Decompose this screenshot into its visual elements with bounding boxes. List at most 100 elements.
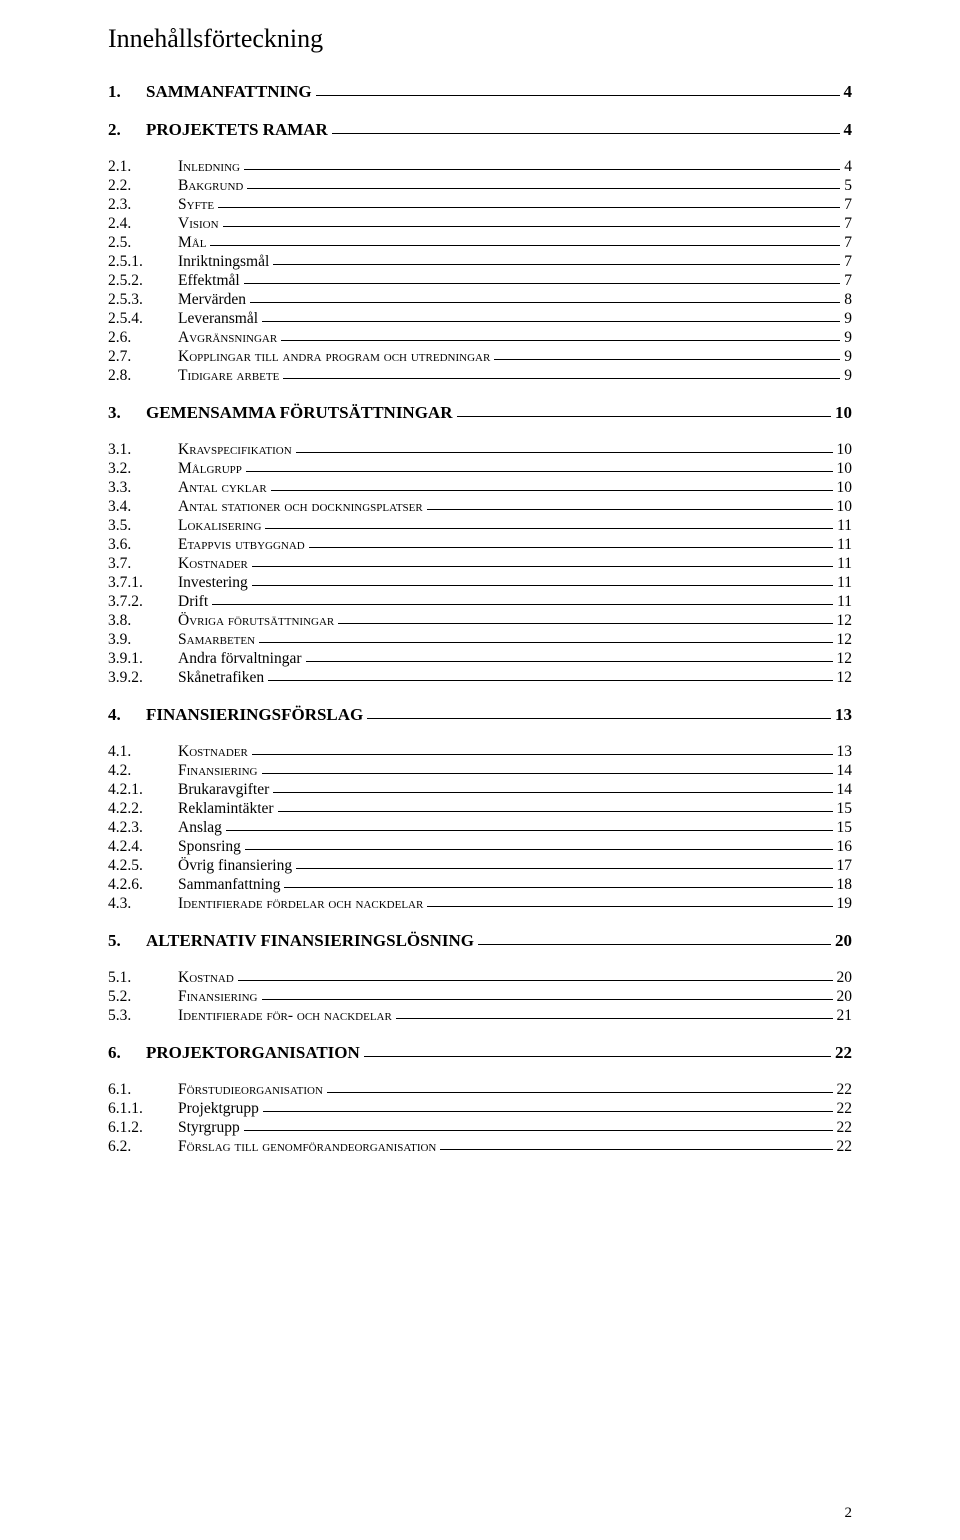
toc-page: 20	[837, 988, 853, 1006]
toc-leader	[327, 1092, 833, 1093]
toc-page: 12	[837, 669, 853, 687]
toc-page: 9	[844, 310, 852, 328]
toc-number: 2.5.3.	[108, 291, 178, 309]
toc-entry: 2.2.Bakgrund5	[108, 177, 852, 195]
toc-label: Sponsring	[178, 838, 241, 856]
toc-leader	[265, 528, 833, 529]
toc-entry: 4.2.4.Sponsring 16	[108, 838, 852, 856]
toc-leader	[268, 680, 832, 681]
toc-page: 22	[837, 1119, 853, 1137]
toc-leader	[250, 302, 840, 303]
toc-number: 3.8.	[108, 612, 178, 630]
toc-page: 13	[837, 743, 853, 761]
toc-page: 20	[835, 931, 852, 951]
toc-leader	[273, 792, 832, 793]
toc-leader	[218, 207, 840, 208]
toc-entry: 4.2.1.Brukaravgifter14	[108, 781, 852, 799]
toc-page: 9	[844, 329, 852, 347]
toc-page: 14	[837, 762, 853, 780]
toc-entry: 4.2.6.Sammanfattning 18	[108, 876, 852, 894]
toc-page: 21	[837, 1007, 853, 1025]
toc-label: Målgrupp	[178, 460, 242, 478]
toc-page: 11	[837, 574, 852, 592]
toc-entry: 2.5.3.Mervärden8	[108, 291, 852, 309]
toc-number: 4.2.1.	[108, 781, 178, 799]
toc-number: 4.2.4.	[108, 838, 178, 856]
toc-page: 16	[837, 838, 853, 856]
toc-label: Förslag till genomförandeorganisation	[178, 1138, 436, 1156]
toc-page: 22	[837, 1081, 853, 1099]
toc-number: 3.7.2.	[108, 593, 178, 611]
toc-leader	[283, 378, 840, 379]
toc-leader	[244, 283, 841, 284]
toc-number: 4.3.	[108, 895, 178, 913]
toc-number: 6.1.1.	[108, 1100, 178, 1118]
toc-label: FINANSIERINGSFÖRSLAG	[146, 705, 363, 725]
toc-label: Projektgrupp	[178, 1100, 259, 1118]
toc-entry: 2.8.Tidigare arbete9	[108, 367, 852, 385]
toc-label: Bakgrund	[178, 177, 243, 195]
toc-leader	[244, 169, 840, 170]
toc-label: Drift	[178, 593, 208, 611]
toc-number: 4.2.5.	[108, 857, 178, 875]
toc-leader	[309, 547, 833, 548]
toc-label: Finansiering	[178, 762, 258, 780]
toc-number: 2.7.	[108, 348, 178, 366]
toc-number: 3.7.	[108, 555, 178, 573]
toc-number: 3.9.	[108, 631, 178, 649]
toc-leader	[296, 452, 833, 453]
toc-entry: 3.1.Kravspecifikation10	[108, 441, 852, 459]
toc-leader	[338, 623, 832, 624]
toc-label: ALTERNATIV FINANSIERINGSLÖSNING	[146, 931, 474, 951]
toc-leader	[262, 999, 833, 1000]
toc-entry: 4.2.Finansiering14	[108, 762, 852, 780]
toc-label: Sammanfattning	[178, 876, 280, 894]
toc-page: 7	[844, 196, 852, 214]
toc-leader	[284, 887, 832, 888]
toc-number: 5.1.	[108, 969, 178, 987]
toc-number: 4.2.6.	[108, 876, 178, 894]
toc-entry: 3.9.2.Skånetrafiken12	[108, 669, 852, 687]
toc-page: 10	[835, 403, 852, 423]
toc-leader	[494, 359, 840, 360]
toc-entry: 6.2.Förslag till genomförandeorganisatio…	[108, 1138, 852, 1156]
toc-label: Förstudieorganisation	[178, 1081, 323, 1099]
toc-entry: 3.9.1.Andra förvaltningar12	[108, 650, 852, 668]
toc-label: Identifierade för- och nackdelar	[178, 1007, 392, 1025]
toc-leader	[281, 340, 840, 341]
toc-page: 11	[837, 555, 852, 573]
toc-page: 18	[837, 876, 853, 894]
toc-entry: 5.3.Identifierade för- och nackdelar21	[108, 1007, 852, 1025]
toc-number: 3.9.1.	[108, 650, 178, 668]
toc-label: Övriga förutsättningar	[178, 612, 334, 630]
toc-number: 2.5.1.	[108, 253, 178, 271]
toc-leader	[316, 95, 840, 96]
toc-entry: 3.GEMENSAMMA FÖRUTSÄTTNINGAR 10	[108, 403, 852, 423]
toc-page: 7	[844, 272, 852, 290]
toc-entry: 6.1.1.Projektgrupp22	[108, 1100, 852, 1118]
toc-page: 4	[844, 158, 852, 176]
toc-leader	[263, 1111, 833, 1112]
toc-entry: 3.3.Antal cyklar10	[108, 479, 852, 497]
toc-leader	[306, 661, 833, 662]
toc-page: 17	[837, 857, 853, 875]
toc-number: 3.	[108, 403, 146, 423]
toc-page: 15	[837, 800, 853, 818]
toc-page: 10	[837, 498, 853, 516]
page-number: 2	[845, 1505, 853, 1522]
toc-page: 7	[844, 215, 852, 233]
toc-page: 14	[837, 781, 853, 799]
toc-number: 6.1.2.	[108, 1119, 178, 1137]
toc-leader	[262, 773, 833, 774]
toc-entry: 3.4.Antal stationer och dockningsplatser…	[108, 498, 852, 516]
toc-label: Inledning	[178, 158, 240, 176]
toc-entry: 6.1.Förstudieorganisation22	[108, 1081, 852, 1099]
toc-number: 3.2.	[108, 460, 178, 478]
toc-label: GEMENSAMMA FÖRUTSÄTTNINGAR	[146, 403, 453, 423]
toc-number: 4.2.3.	[108, 819, 178, 837]
toc-page: 22	[835, 1043, 852, 1063]
toc-number: 3.7.1.	[108, 574, 178, 592]
toc-label: Syfte	[178, 196, 214, 214]
toc-label: Antal cyklar	[178, 479, 267, 497]
toc-leader	[278, 811, 833, 812]
